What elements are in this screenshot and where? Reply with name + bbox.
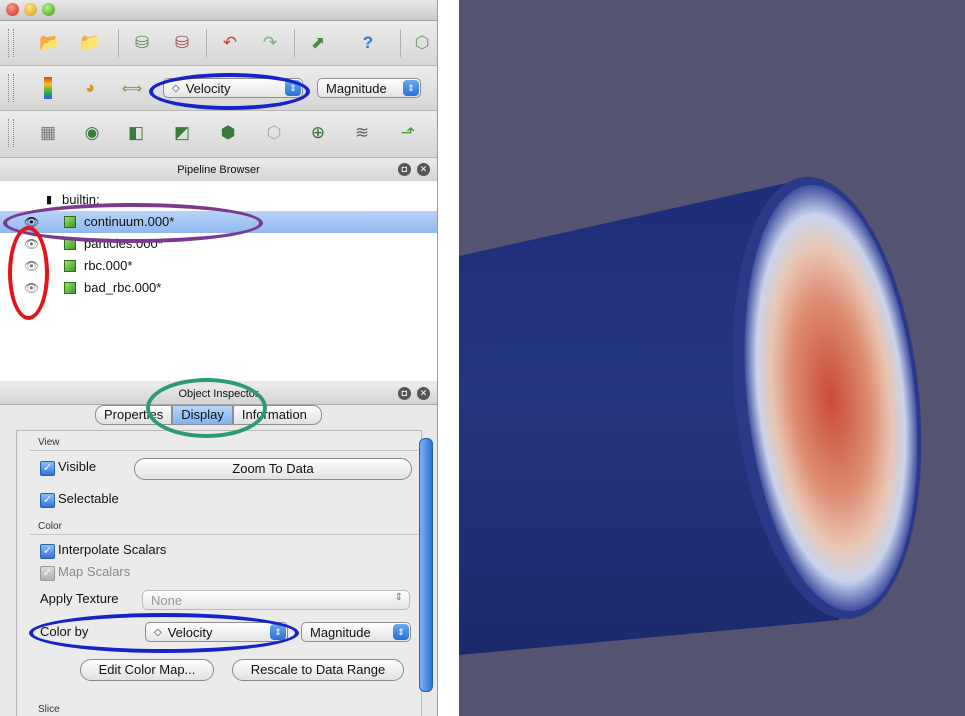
paraview-window: 📂 📁 ⛁ ⛁ ↶ ↷ ⬈ ? ⬡ ◕ ⟺ ◇ Velocity ⇕ Magni… — [0, 0, 438, 716]
selectable-checkbox[interactable]: ✓ — [40, 493, 55, 508]
component-select-value: Magnitude — [326, 80, 387, 96]
close-panel-icon[interactable]: ✕ — [417, 387, 430, 400]
velocity-cross-section — [744, 184, 918, 612]
visible-checkbox[interactable]: ✓ — [40, 461, 55, 476]
highlight-selected-source — [3, 203, 263, 243]
reset-view-icon[interactable]: ⬡ — [414, 33, 430, 52]
divider — [30, 534, 418, 535]
view-section-label: View — [38, 437, 60, 448]
selectable-label: Selectable — [58, 491, 119, 506]
slice-icon[interactable]: ◩ — [173, 123, 191, 142]
toolbar-grip[interactable] — [8, 119, 14, 147]
map-scalars-label: Map Scalars — [58, 564, 131, 579]
render-view[interactable] — [459, 0, 965, 716]
pipeline-item-label: rbc.000* — [84, 258, 133, 273]
rescale-to-data-range-button[interactable]: Rescale to Data Range — [232, 659, 404, 681]
toolbar-grip[interactable] — [8, 29, 14, 57]
pipeline-browser-header: Pipeline Browser ◘ ✕ — [0, 159, 437, 182]
apply-texture-value: None — [151, 592, 183, 608]
stream-tracer-icon[interactable]: ≋ — [354, 123, 370, 142]
float-panel-icon[interactable]: ◘ — [398, 163, 411, 176]
undo-icon[interactable]: ↶ — [222, 33, 238, 52]
camera-icon[interactable]: ⬈ — [310, 33, 326, 52]
rescale-range-icon[interactable]: ⟺ — [121, 79, 143, 96]
divider — [30, 450, 418, 451]
cylinder-render — [459, 177, 922, 655]
chevron-updown-icon: ⇕ — [393, 624, 409, 640]
pipeline-item-label: bad_rbc.000* — [84, 280, 162, 295]
apply-texture-label: Apply Texture — [40, 591, 119, 606]
close-window-button[interactable] — [6, 3, 19, 16]
source-cube-icon — [64, 260, 76, 272]
recent-icon[interactable]: 📁 — [79, 33, 101, 52]
interpolate-scalars-checkbox[interactable]: ✓ — [40, 544, 55, 559]
chevron-updown-icon: ⇕ — [403, 80, 419, 96]
visible-label: Visible — [58, 459, 97, 474]
main-toolbar: 📂 📁 ⛁ ⛁ ↶ ↷ ⬈ ? ⬡ — [0, 21, 437, 66]
color-legend-icon[interactable] — [36, 76, 60, 100]
glyph-icon[interactable]: ⊕ — [310, 123, 326, 142]
help-icon[interactable]: ? — [362, 33, 374, 52]
zoom-window-button[interactable] — [42, 3, 55, 16]
close-panel-icon[interactable]: ✕ — [417, 163, 430, 176]
server-disconnect-icon[interactable]: ⛁ — [174, 33, 190, 52]
extract-subset-icon[interactable]: ⬡ — [266, 123, 282, 142]
color-by-component-select[interactable]: Magnitude ⇕ — [301, 622, 411, 642]
source-cube-icon — [64, 282, 76, 294]
contour-icon[interactable]: ◉ — [84, 123, 100, 142]
highlight-color-by — [29, 613, 299, 653]
pipeline-browser-title: Pipeline Browser — [177, 164, 260, 176]
toolbar-grip[interactable] — [8, 74, 14, 102]
color-map-editor-icon[interactable]: ◕ — [84, 78, 96, 97]
map-scalars-checkbox[interactable]: ✓ — [40, 566, 55, 581]
warp-icon[interactable]: ⬏ — [400, 123, 416, 142]
component-select[interactable]: Magnitude ⇕ — [317, 78, 421, 98]
server-connect-icon[interactable]: ⛁ — [134, 33, 150, 52]
inspector-scrollbar[interactable] — [419, 438, 433, 692]
pipeline-item-bad-rbc[interactable]: 👁 bad_rbc.000* — [0, 277, 437, 299]
slice-section-label: Slice — [38, 704, 60, 715]
float-panel-icon[interactable]: ◘ — [398, 387, 411, 400]
edit-color-map-button[interactable]: Edit Color Map... — [80, 659, 214, 681]
filters-toolbar: ▦ ◉ ◧ ◩ ⬢ ⬡ ⊕ ≋ ⬏ — [0, 111, 437, 158]
window-titlebar — [0, 0, 437, 21]
minimize-window-button[interactable] — [24, 3, 37, 16]
highlight-visibility-eyes — [8, 226, 49, 320]
threshold-icon[interactable]: ⬢ — [220, 123, 236, 142]
color-section-label: Color — [38, 521, 62, 532]
redo-icon[interactable]: ↷ — [262, 33, 278, 52]
color-by-component-value: Magnitude — [310, 624, 371, 640]
apply-texture-select[interactable]: None ⇕ — [142, 590, 410, 610]
open-icon[interactable]: 📂 — [39, 33, 61, 52]
interpolate-scalars-label: Interpolate Scalars — [58, 542, 167, 557]
pipeline-item-rbc[interactable]: 👁 rbc.000* — [0, 255, 437, 277]
highlight-velocity-toolbar — [149, 73, 310, 110]
server-icon: ▮ — [46, 194, 53, 206]
clip-icon[interactable]: ◧ — [127, 123, 145, 142]
highlight-display-tab — [146, 378, 267, 438]
chevron-updown-icon: ⇕ — [394, 592, 403, 603]
zoom-to-data-button[interactable]: Zoom To Data — [134, 458, 412, 480]
calculator-icon[interactable]: ▦ — [39, 123, 57, 142]
